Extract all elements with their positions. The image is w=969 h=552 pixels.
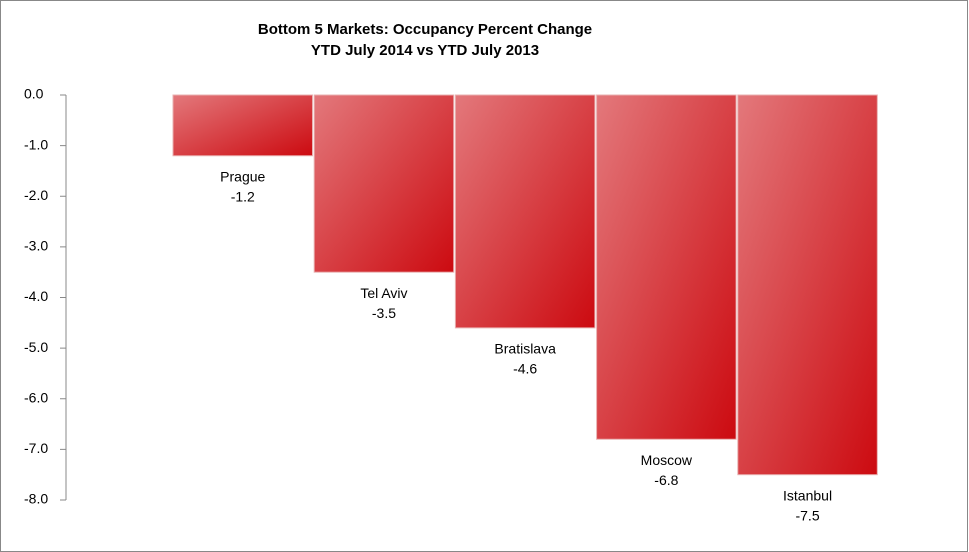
y-tick-label: -4.0 — [24, 288, 48, 304]
bar — [596, 94, 737, 440]
y-tick-label: -7.0 — [24, 440, 48, 456]
y-tick-label: -8.0 — [24, 491, 48, 507]
category-label: Istanbul — [783, 487, 832, 503]
chart-subtitle: YTD July 2014 vs YTD July 2013 — [311, 42, 539, 59]
category-label: Tel Aviv — [360, 285, 407, 301]
y-tick-label: -5.0 — [24, 339, 48, 355]
y-tick-label: -2.0 — [24, 187, 48, 203]
bar — [172, 94, 313, 157]
data-label: -3.5 — [372, 305, 396, 321]
category-label: Prague — [220, 168, 265, 184]
bar — [737, 94, 878, 476]
y-tick-label: -3.0 — [24, 238, 48, 254]
data-label: -7.5 — [795, 507, 819, 523]
bar — [313, 94, 455, 273]
data-label: -1.2 — [231, 188, 255, 204]
y-tick-label: -1.0 — [24, 136, 48, 152]
category-label: Bratislava — [494, 341, 556, 357]
bar — [454, 94, 596, 329]
chart-title: Bottom 5 Markets: Occupancy Percent Chan… — [258, 21, 592, 38]
data-label: -4.6 — [513, 361, 537, 377]
y-tick-label: 0.0 — [24, 86, 44, 102]
category-label: Moscow — [641, 452, 693, 468]
y-tick-label: -6.0 — [24, 389, 48, 405]
data-label: -6.8 — [654, 472, 678, 488]
